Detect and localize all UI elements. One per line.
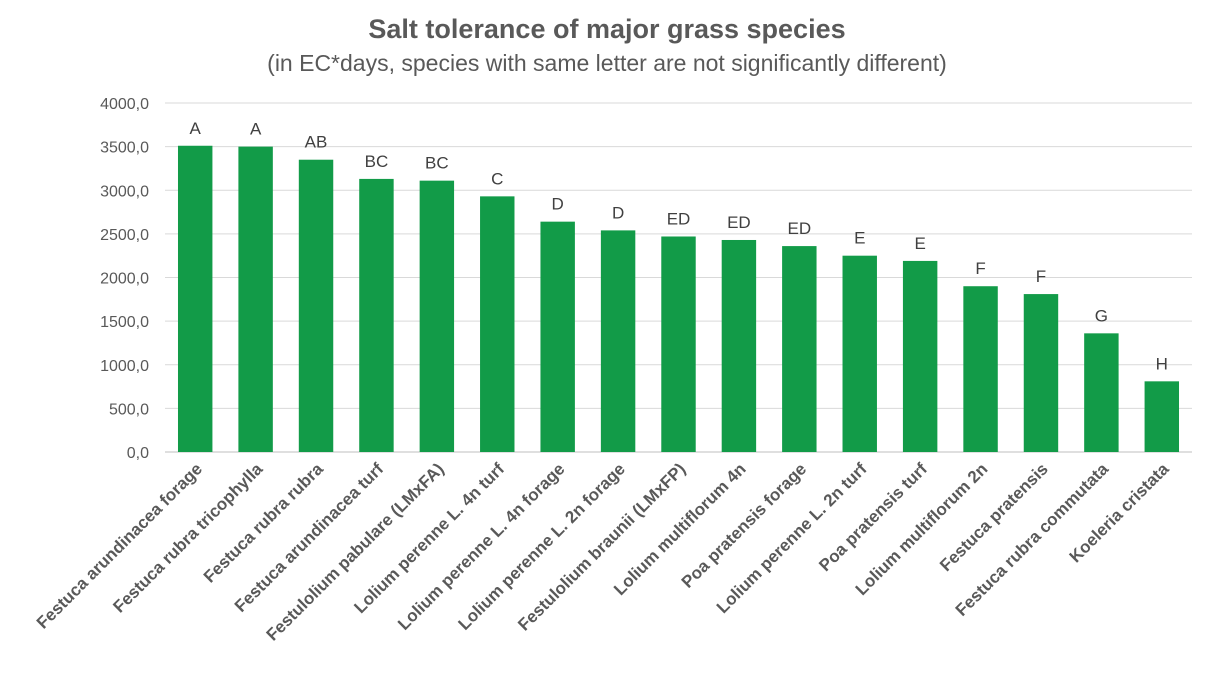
bar — [963, 286, 998, 452]
y-tick-label: 500,0 — [109, 401, 149, 418]
bar-letter-label: ED — [667, 209, 691, 228]
x-tick-label: Festuca rubra rubra — [200, 459, 327, 586]
bar-letter-label: ED — [788, 219, 812, 238]
y-tick-label: 4000,0 — [100, 96, 149, 113]
bar-letter-label: D — [552, 195, 564, 214]
bar — [1084, 333, 1119, 452]
y-tick-label: 1000,0 — [100, 358, 149, 375]
bar-letter-label: G — [1095, 306, 1108, 325]
bar — [600, 230, 636, 452]
bar — [419, 180, 455, 452]
bar-letter-label: F — [1036, 267, 1046, 286]
bar — [480, 196, 515, 452]
chart-title: Salt tolerance of major grass species — [368, 14, 846, 44]
bar — [721, 239, 757, 452]
bar — [177, 145, 213, 452]
bar-letter-label: A — [190, 119, 202, 138]
x-tick-label: Festuca pratensis — [936, 459, 1052, 575]
bar — [902, 260, 938, 452]
y-tick-label: 2000,0 — [100, 271, 149, 288]
y-tick-label: 3000,0 — [100, 183, 149, 200]
bar — [782, 246, 817, 452]
bar — [1023, 294, 1059, 452]
bar — [359, 178, 394, 452]
bar — [540, 221, 575, 452]
bar-letter-label: A — [250, 120, 262, 139]
bar-letter-label: BC — [425, 154, 449, 173]
bar-letter-label: F — [975, 259, 985, 278]
bar-letter-label: E — [854, 229, 865, 248]
bar — [1144, 381, 1180, 452]
bar-letter-label: H — [1156, 354, 1168, 373]
y-tick-label: 0,0 — [127, 445, 149, 462]
y-tick-label: 1500,0 — [100, 314, 149, 331]
bar-letter-label: ED — [727, 213, 751, 232]
bar-letter-label: E — [914, 234, 925, 253]
bar-letter-label: C — [491, 169, 503, 188]
chart-subtitle: (in EC*days, species with same letter ar… — [267, 50, 947, 76]
x-tick-label: Poa pratensis turf — [815, 459, 931, 575]
bar — [298, 159, 334, 452]
y-tick-label: 3500,0 — [100, 140, 149, 157]
bar-letter-label: D — [612, 203, 624, 222]
bar — [842, 255, 877, 452]
bar-letter-label: AB — [305, 133, 328, 152]
bar — [238, 146, 273, 452]
bar — [661, 236, 696, 452]
y-tick-label: 2500,0 — [100, 227, 149, 244]
bar-letter-label: BC — [365, 152, 389, 171]
